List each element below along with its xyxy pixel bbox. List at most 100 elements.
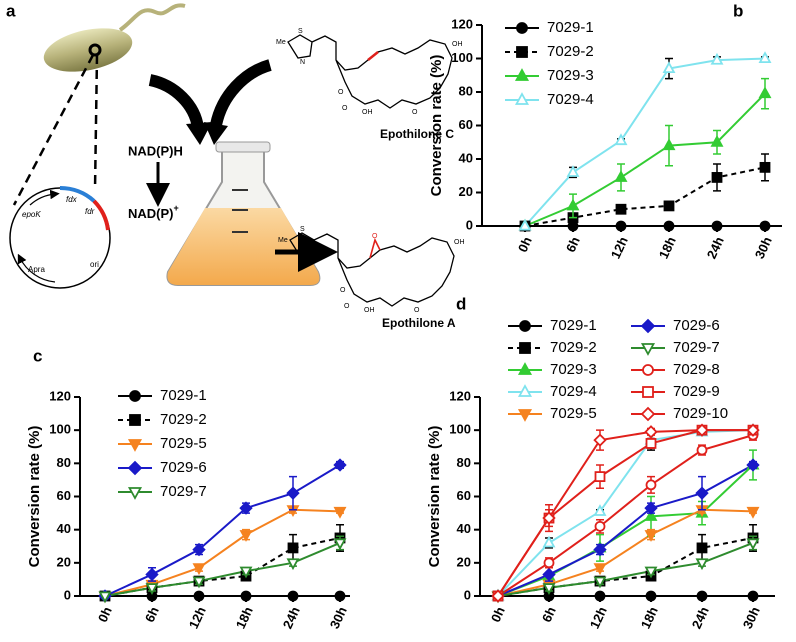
data-point <box>543 557 555 569</box>
x-tick-label: 6h <box>539 604 559 624</box>
y-tick-label: 80 <box>57 455 71 470</box>
y-tick-label: 40 <box>459 150 473 165</box>
x-tick-label: 30h <box>327 604 350 631</box>
x-tick-label: 30h <box>740 604 763 631</box>
series-line <box>497 429 754 597</box>
epok-gene <box>29 189 60 206</box>
series-line <box>497 536 754 597</box>
legend-label: 7029-2 <box>160 411 207 428</box>
data-point <box>193 590 205 602</box>
atom: Me <box>278 237 288 244</box>
legend-label: 7029-7 <box>673 339 720 356</box>
data-point <box>746 538 760 551</box>
cofactor-out: NAD(P)+ <box>128 203 179 221</box>
arrow-head <box>204 122 228 145</box>
atom: OH <box>454 239 465 246</box>
chart: d Conversion rate (%) 0 20 40 60 80 100 120 0h 6h 1… <box>426 294 775 631</box>
x-tick-label: 6h <box>142 604 162 624</box>
atom: O <box>340 287 346 294</box>
x-tick-label: 0h <box>515 234 535 254</box>
plasmid-label: fdx <box>66 195 78 204</box>
y-tick-label: 100 <box>49 422 71 437</box>
legend-marker <box>517 409 533 422</box>
legend-marker <box>640 318 656 334</box>
series-line <box>497 464 754 597</box>
data-point <box>333 538 347 551</box>
x-tick-label: 12h <box>587 604 610 631</box>
legend-label: 7029-1 <box>160 387 207 404</box>
data-point <box>695 558 709 571</box>
y-axis-title: Conversion rate (%) <box>426 426 443 568</box>
y-tick-label: 80 <box>457 455 471 470</box>
series-line <box>497 429 753 597</box>
x-tick-label: 30h <box>752 234 775 261</box>
data-point <box>645 590 657 602</box>
legend-marker <box>517 384 533 397</box>
legend-label: 7029-10 <box>673 405 728 422</box>
data-point <box>491 589 505 603</box>
data-point <box>98 591 112 604</box>
y-tick-label: 0 <box>466 217 473 232</box>
data-point <box>644 425 658 439</box>
series-line <box>497 434 754 597</box>
data-point <box>662 61 676 74</box>
series-line <box>104 464 341 597</box>
data-point <box>696 542 708 554</box>
legend-marker <box>514 68 530 81</box>
data-point <box>710 52 724 65</box>
data-point <box>644 530 658 542</box>
atom: O <box>344 303 350 310</box>
cofactor-charge: + <box>174 203 179 213</box>
data-point <box>644 501 658 515</box>
legend-label: 7029-3 <box>547 67 594 84</box>
y-tick-label: 20 <box>457 554 471 569</box>
legend-label: 7029-7 <box>160 483 207 500</box>
structure-a <box>289 232 455 307</box>
atom: O <box>372 233 378 240</box>
data-point <box>239 566 253 579</box>
legend-label: 7029-5 <box>160 435 207 452</box>
legend-marker <box>516 46 528 58</box>
atom: O <box>412 109 418 116</box>
x-tick-label: 0h <box>95 604 115 624</box>
data-point <box>145 567 159 582</box>
legend-label: 7029-6 <box>160 459 207 476</box>
data-point <box>711 220 723 232</box>
structure-c <box>287 34 453 109</box>
y-axis-title: Conversion rate (%) <box>26 426 43 568</box>
data-point <box>662 138 676 151</box>
fdx-gene <box>59 185 96 203</box>
x-tick-label: 6h <box>563 234 583 254</box>
dashed-line <box>12 54 95 206</box>
y-tick-label: 60 <box>57 488 71 503</box>
series-line <box>524 166 766 227</box>
x-tick-label: 12h <box>186 604 209 631</box>
atom: Me <box>276 39 286 46</box>
series-line <box>524 57 766 227</box>
panel-label: d <box>456 294 466 313</box>
y-tick-label: 40 <box>457 521 471 536</box>
atom: O <box>338 89 344 96</box>
legend-marker <box>642 364 654 376</box>
arrow-head <box>186 122 212 145</box>
legend-label: 7029-3 <box>550 361 597 378</box>
series-line <box>497 542 754 597</box>
atom: OH <box>362 109 373 116</box>
data-point <box>593 504 607 516</box>
series-line <box>104 508 341 597</box>
apra-gene <box>17 253 56 283</box>
data-point <box>594 471 606 483</box>
data-point <box>696 590 708 602</box>
data-point <box>286 486 300 500</box>
x-tick-label: 18h <box>233 604 256 631</box>
data-point <box>145 583 159 595</box>
y-tick-label: 120 <box>49 388 71 403</box>
y-tick-label: 0 <box>464 587 471 602</box>
data-point <box>615 203 627 215</box>
x-tick-label: 12h <box>608 234 631 261</box>
legend-marker <box>640 406 656 422</box>
y-tick-label: 20 <box>57 554 71 569</box>
panel-label: a <box>6 1 16 20</box>
cofactor-in: NAD(P)H <box>128 143 183 158</box>
data-point <box>566 198 580 211</box>
